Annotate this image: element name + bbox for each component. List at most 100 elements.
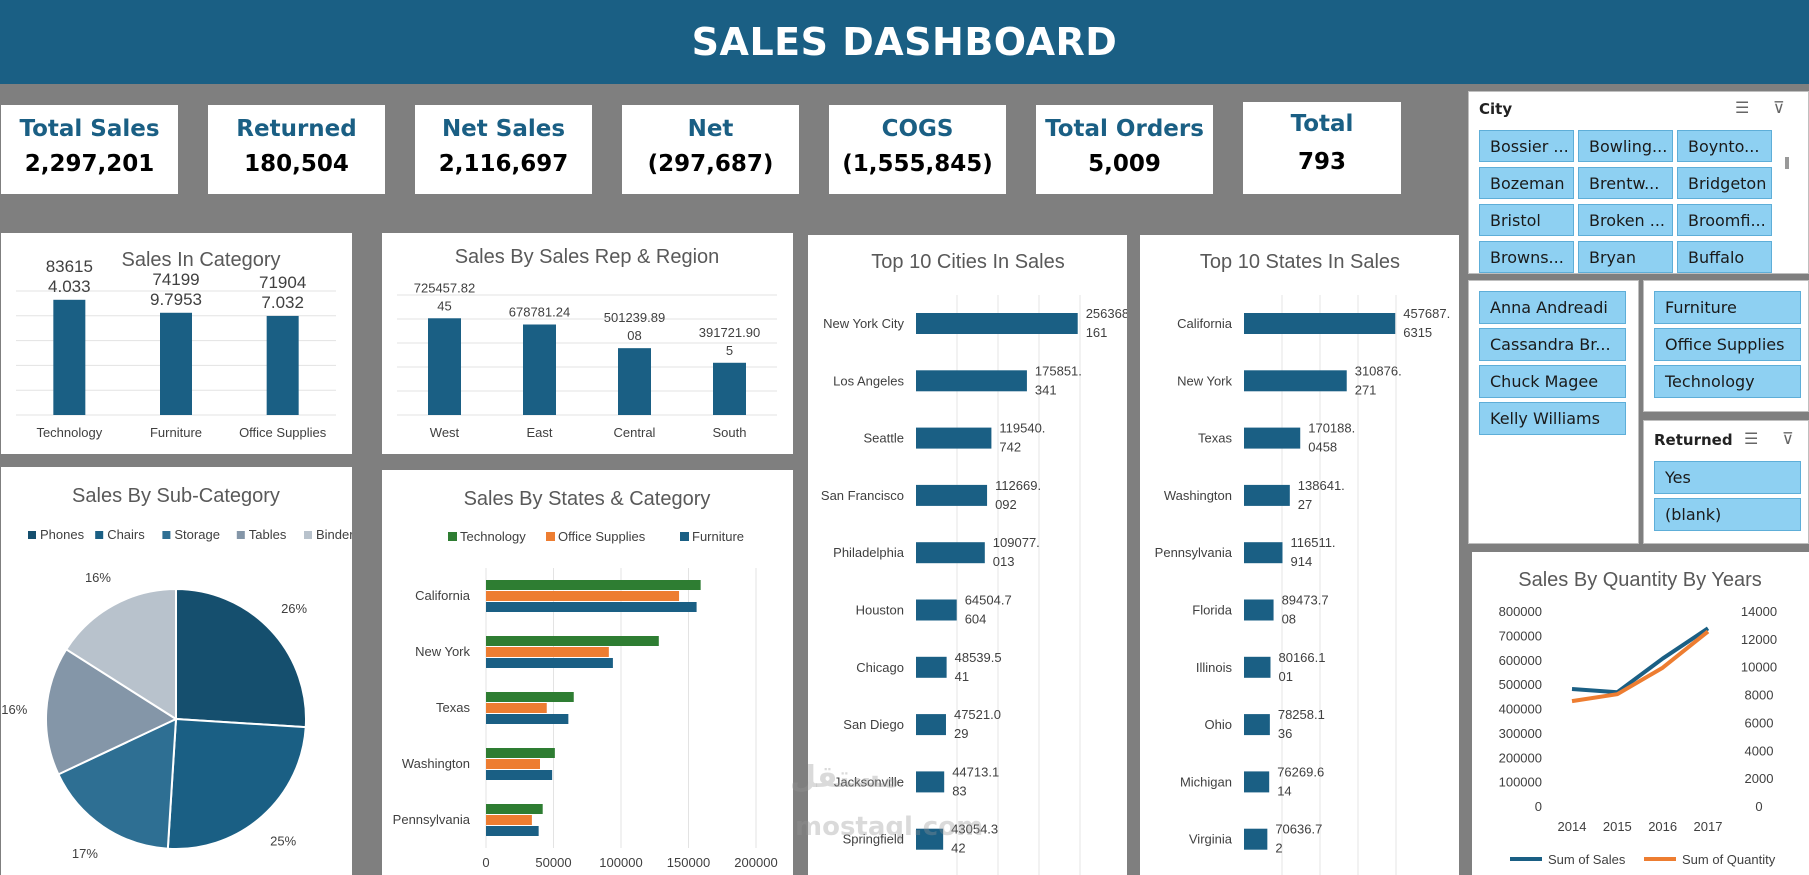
chart-states-category: Sales By States & Category Technology Offi…	[382, 470, 793, 875]
kpi-total: Total 793	[1243, 102, 1401, 194]
city-slicer-item[interactable]: Browns...	[1479, 241, 1574, 273]
bar	[1244, 484, 1290, 506]
pie-slice	[45, 647, 179, 776]
data-label: 48539.5	[955, 650, 1002, 665]
rep-region-chart-svg: Sales By Sales Rep & Region West 725457.82…	[397, 246, 777, 440]
clear-filter-icon[interactable]: ⊽	[1782, 431, 1794, 448]
city-slicer-item[interactable]: Bossier ...	[1479, 130, 1574, 162]
data-label: 83615	[46, 257, 93, 276]
category-slicer[interactable]: Furniture Office Supplies Technology	[1643, 280, 1809, 412]
returned-slicer[interactable]: Returned ☰ ⊽ Yes (blank)	[1643, 420, 1809, 544]
sales-rep-slicer-item[interactable]: Anna Andreadi	[1479, 291, 1626, 324]
city-slicer[interactable]: City ☰ ⊽ Bossier ... Bowling... Boynto..…	[1468, 91, 1809, 274]
city-slicer-item[interactable]: Boynto...	[1677, 130, 1772, 162]
data-label: 116511.	[1290, 535, 1335, 550]
bar	[428, 318, 461, 415]
kpi-value: 2,297,201	[24, 151, 155, 177]
y-tick-label: Philadelphia	[833, 545, 905, 560]
data-label: 27	[1298, 497, 1312, 512]
data-label: 271	[1355, 382, 1377, 397]
multi-select-icon[interactable]: ☰	[1744, 431, 1759, 448]
city-slicer-item[interactable]: Brentw...	[1578, 167, 1673, 199]
y-tick-label: Illinois	[1196, 660, 1233, 675]
bar	[916, 599, 957, 621]
kpi-value: (1,555,845)	[842, 151, 993, 177]
slice-label: 16%	[1, 702, 27, 717]
bar	[916, 656, 947, 678]
data-label: 89473.7	[1282, 593, 1329, 608]
kpi-net: Net (297,687)	[622, 105, 799, 194]
chart-quantity-years: Sales By Quantity By Years 800000 700000 60…	[1472, 552, 1809, 875]
city-slicer-item[interactable]: Broken ...	[1578, 204, 1673, 236]
city-slicer-item[interactable]: Bristol	[1479, 204, 1574, 236]
legend-label: Office Supplies	[558, 529, 646, 544]
y-tick-label: Chicago	[856, 660, 904, 675]
data-label: 71904	[259, 273, 306, 292]
sales-rep-slicer-item[interactable]: Chuck Magee	[1479, 365, 1626, 398]
chart-sales-sub-category: Sales By Sub-Category Phones Chairs Storage…	[1, 467, 361, 875]
kpi-label: Returned	[236, 116, 357, 142]
legend-label: Tables	[249, 527, 287, 542]
y-tick-label: New York	[415, 644, 470, 659]
city-slicer-item[interactable]: Buffalo	[1677, 241, 1772, 273]
slice-label: 16%	[85, 570, 111, 585]
data-label: 678781.24	[509, 304, 570, 319]
kpi-value: 5,009	[1088, 151, 1161, 177]
city-slicer-item[interactable]: Bryan	[1578, 241, 1673, 273]
kpi-value: 180,504	[244, 151, 349, 177]
city-slicer-item[interactable]: Bridgeton	[1677, 167, 1772, 199]
legend-swatch	[546, 532, 555, 541]
slicer-scrollbar[interactable]	[1785, 157, 1789, 169]
data-label: 45	[437, 298, 451, 313]
bar	[486, 692, 574, 702]
sales-rep-slicer[interactable]: Anna Andreadi Cassandra Br... Chuck Mage…	[1468, 280, 1639, 544]
data-label: 4.033	[48, 277, 91, 296]
top-cities-chart-svg: Top 10 Cities In Sales New York City 25636…	[821, 251, 1133, 875]
y-tick-label: 600000	[1499, 653, 1542, 668]
watermark-latin: mostaql.com	[795, 812, 984, 842]
city-slicer-item[interactable]: Bozeman	[1479, 167, 1574, 199]
bar	[713, 362, 746, 415]
y-tick-label: Pennsylvania	[393, 812, 471, 827]
legend-swatch	[448, 532, 457, 541]
bar	[916, 542, 985, 564]
page-title: SALES DASHBOARD	[691, 20, 1118, 64]
bar	[916, 484, 988, 506]
data-label: 175851.	[1035, 363, 1082, 378]
bar	[916, 370, 1027, 392]
bar	[916, 427, 992, 449]
sales-rep-slicer-item[interactable]: Kelly Williams	[1479, 402, 1626, 435]
category-slicer-item[interactable]: Technology	[1654, 365, 1801, 398]
x-tick-label: East	[526, 425, 552, 440]
y-tick-label: 0	[1535, 799, 1542, 814]
data-label: 29	[954, 726, 968, 741]
y-tick-label: California	[1177, 316, 1233, 331]
y-tick-label: New York	[1177, 373, 1232, 388]
y-tick-label: California	[415, 588, 471, 603]
category-slicer-item[interactable]: Office Supplies	[1654, 328, 1801, 361]
kpi-label: Total Sales	[19, 116, 160, 142]
y-tick-label: Los Angeles	[833, 373, 904, 388]
returned-slicer-item[interactable]: Yes	[1654, 461, 1801, 494]
data-label: 01	[1278, 669, 1292, 684]
kpi-label: Total Orders	[1045, 116, 1204, 142]
bar	[1244, 313, 1396, 334]
data-label: 9.7953	[150, 290, 202, 309]
chart-title: Sales In Category	[122, 249, 281, 271]
y2-tick-label: 4000	[1745, 743, 1774, 758]
sales-rep-slicer-item[interactable]: Cassandra Br...	[1479, 328, 1626, 361]
returned-slicer-item[interactable]: (blank)	[1654, 498, 1801, 531]
multi-select-icon[interactable]: ☰	[1735, 100, 1750, 117]
legend-swatch	[680, 532, 689, 541]
data-label: 42	[951, 841, 965, 856]
clear-filter-icon[interactable]: ⊽	[1773, 100, 1785, 117]
chart-top-cities: Top 10 Cities In Sales New York City 25636…	[808, 235, 1133, 875]
x-tick-label: 2017	[1694, 819, 1723, 834]
legend-swatch	[95, 531, 104, 539]
city-slicer-item[interactable]: Broomfi...	[1677, 204, 1772, 236]
states-category-chart-svg: Sales By States & Category Technology Offi…	[393, 488, 778, 870]
city-slicer-item[interactable]: Bowling...	[1578, 130, 1673, 162]
category-slicer-item[interactable]: Furniture	[1654, 291, 1801, 324]
legend-label: Sum of Sales	[1548, 852, 1626, 867]
y2-tick-label: 8000	[1745, 688, 1774, 703]
